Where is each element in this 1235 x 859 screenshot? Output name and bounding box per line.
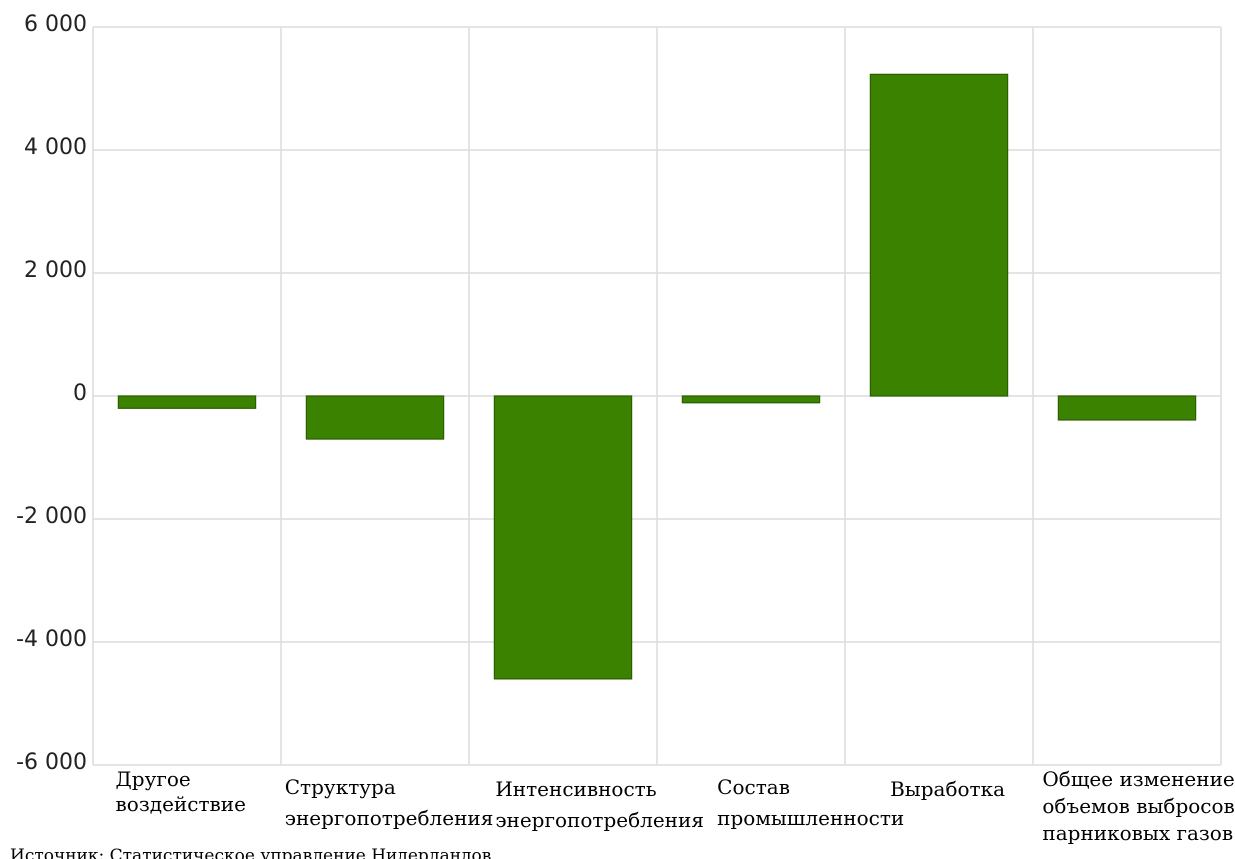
x-category-label: Общее изменение объемов выбросов парниковы… bbox=[1042, 767, 1234, 845]
x-category-label: Структура энергопотребления bbox=[285, 775, 494, 830]
bars bbox=[117, 73, 1197, 680]
bar bbox=[305, 395, 445, 440]
y-tick-label: 6 000 bbox=[24, 12, 87, 37]
y-tick-label: 4 000 bbox=[24, 135, 87, 160]
bar bbox=[681, 395, 821, 404]
y-tick-label: -2 000 bbox=[16, 504, 87, 529]
x-category-label: Интенсивность энергопотребления bbox=[495, 777, 704, 832]
y-tick-label: -4 000 bbox=[16, 627, 87, 652]
x-category-label: Выработка bbox=[890, 777, 1005, 801]
bar bbox=[493, 395, 633, 680]
y-tick-label: -6 000 bbox=[16, 750, 87, 775]
y-tick-label: 2 000 bbox=[24, 258, 87, 283]
bar bbox=[869, 73, 1009, 397]
y-axis-tick-labels: 6 000 4 000 2 000 0 -2 000 -4 000 -6 000 bbox=[16, 12, 87, 775]
grid-lines bbox=[92, 26, 1222, 766]
bar bbox=[117, 395, 257, 409]
y-tick-label: 0 bbox=[73, 381, 87, 406]
x-category-label: Состав промышленности bbox=[717, 775, 904, 830]
source-note: Источник: Статистическое управление Ниде… bbox=[10, 846, 492, 859]
x-axis-category-labels: Другое воздействие Структура энергопотребле… bbox=[116, 767, 1235, 845]
x-category-label: Другое воздействие bbox=[116, 767, 246, 816]
bar bbox=[1057, 395, 1197, 421]
